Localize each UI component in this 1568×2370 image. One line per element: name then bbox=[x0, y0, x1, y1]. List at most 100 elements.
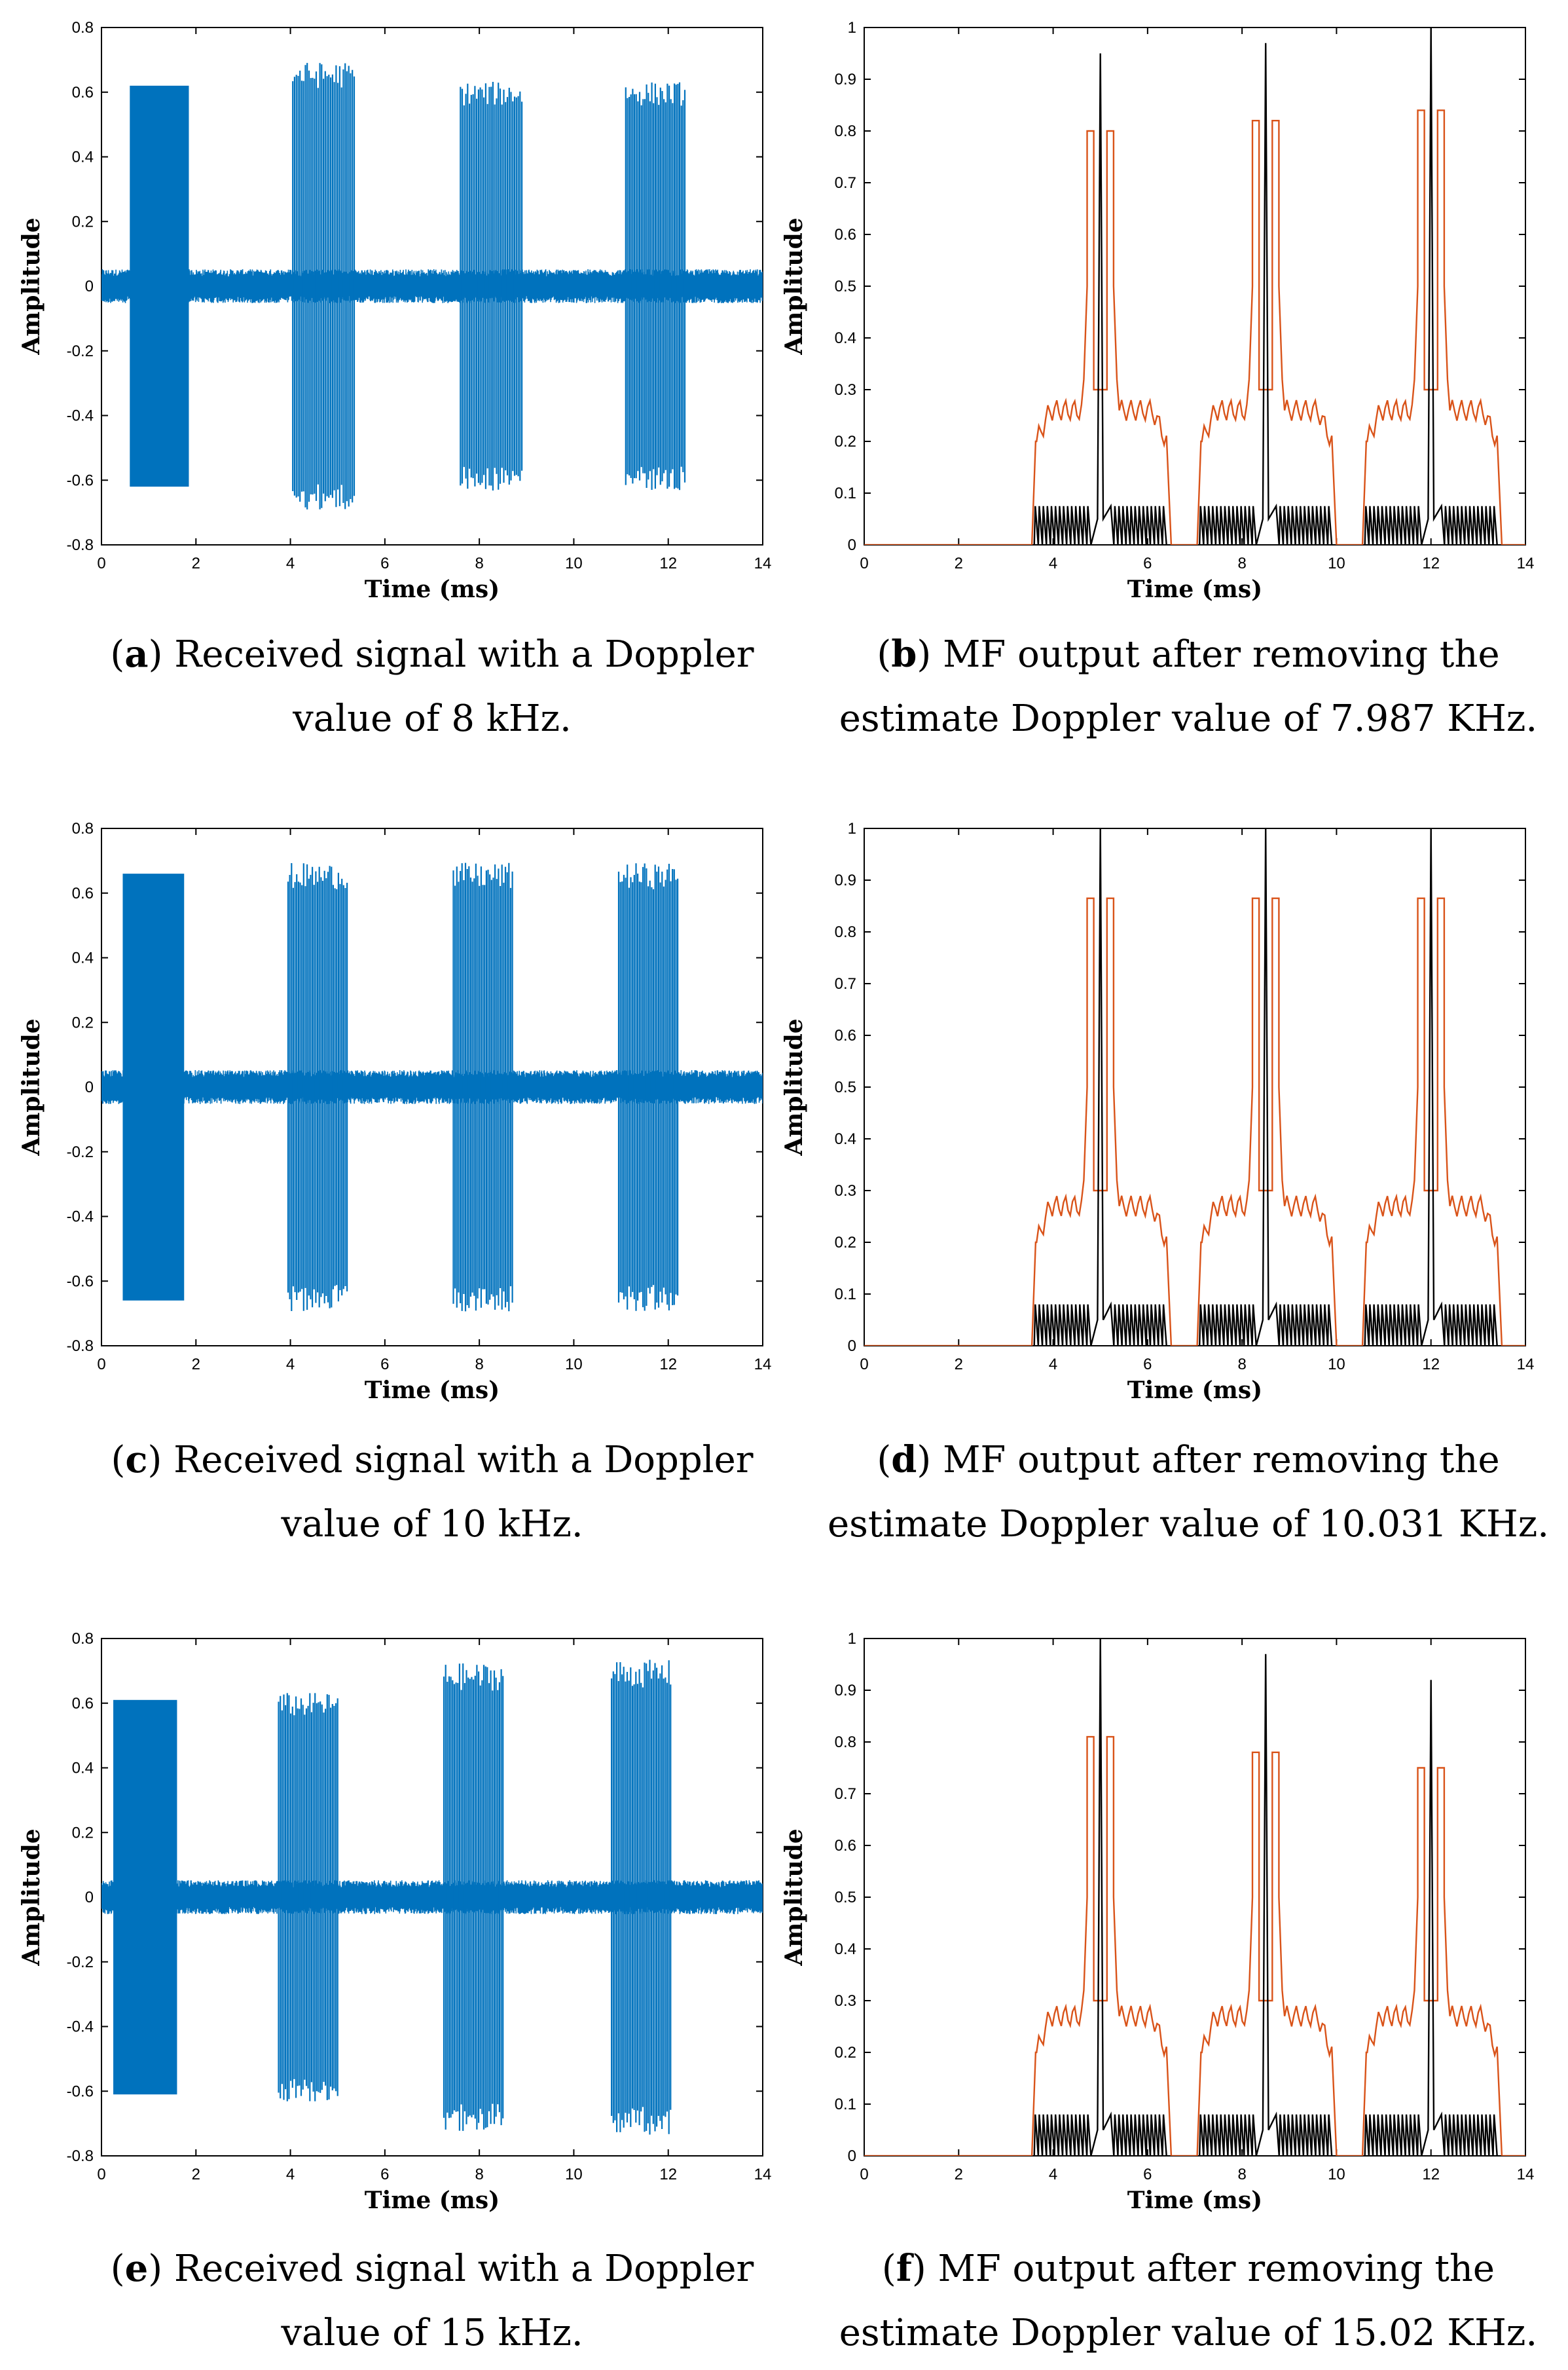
y-tick-label: 0.7 bbox=[835, 174, 856, 192]
x-tick-label: 2 bbox=[192, 2166, 200, 2183]
x-tick-label: 6 bbox=[1143, 555, 1152, 572]
y-tick-label: 0.2 bbox=[72, 1014, 94, 1031]
caption-a: (a) Received signal with a Doppler value … bbox=[56, 622, 809, 751]
x-tick-label: 4 bbox=[1049, 1356, 1057, 1373]
x-tick-label: 12 bbox=[1422, 2166, 1440, 2183]
x-tick-label: 8 bbox=[475, 555, 483, 572]
x-tick-label: 10 bbox=[565, 555, 583, 572]
y-tick-label: 0.6 bbox=[72, 1695, 94, 1713]
plot-area bbox=[864, 1639, 1525, 2156]
x-tick-label: 12 bbox=[659, 2166, 677, 2183]
y-tick-label: 0.1 bbox=[835, 2096, 856, 2113]
y-tick-label: 0 bbox=[85, 1889, 94, 1906]
burst-lines bbox=[617, 863, 679, 1311]
burst-lines bbox=[443, 1663, 504, 2131]
caption-line-1: Received signal with a Doppler bbox=[162, 1439, 754, 1481]
panel-d: 0 2 4 6 8 10 12 14 0 0.1 0.2 0.3 0.4 0.5 0.6 0.7 0.8 0.9 1… bbox=[780, 820, 1534, 1404]
y-tick-label: 0.5 bbox=[835, 278, 856, 295]
panel-c: 0 2 4 6 8 10 12 14 -0.8 -0.6 -0.4 -0.2 0 0.2 0.4 0.6 0.8… bbox=[18, 820, 771, 1404]
mf-peak-2 bbox=[1199, 43, 1333, 545]
y-tick-label: -0.4 bbox=[67, 2018, 94, 2036]
envelope-series bbox=[864, 109, 1525, 545]
mf-peak-3 bbox=[1364, 28, 1498, 545]
burst-lines bbox=[460, 82, 523, 491]
y-tick-label: 0.4 bbox=[72, 1760, 94, 1777]
y-tick-label: 0.2 bbox=[72, 1824, 94, 1842]
caption-line-1: MF output after removing the bbox=[931, 633, 1500, 676]
y-tick-label: 0.6 bbox=[835, 1027, 856, 1045]
axes-frame bbox=[864, 1638, 1526, 2157]
caption-line-1: Received signal with a Doppler bbox=[162, 633, 754, 676]
burst-dense bbox=[122, 874, 185, 1301]
caption-line-2: estimate Doppler value of 7.987 KHz. bbox=[839, 697, 1538, 740]
y-tick-label: 0.4 bbox=[835, 329, 856, 347]
y-tick-label: 0.3 bbox=[835, 381, 856, 399]
x-tick-label: 0 bbox=[97, 2166, 105, 2183]
y-tick-label: 0.3 bbox=[835, 1182, 856, 1200]
y-tick-label: 0.6 bbox=[835, 226, 856, 244]
y-tick-label: 1 bbox=[848, 1630, 856, 1648]
caption-line-2: value of 8 kHz. bbox=[293, 697, 572, 740]
mf-peak-3 bbox=[1364, 1680, 1498, 2156]
y-tick-label: 0.7 bbox=[835, 1785, 856, 1803]
y-tick-label: 0.2 bbox=[72, 213, 94, 231]
x-tick-label: 14 bbox=[1517, 2166, 1535, 2183]
x-tick-label: 0 bbox=[97, 555, 105, 572]
x-axis-label: Time (ms) bbox=[365, 2187, 500, 2214]
caption-line-2: value of 10 kHz. bbox=[281, 1503, 583, 1546]
burst-lines bbox=[452, 862, 513, 1312]
x-tick-label: 2 bbox=[955, 2166, 963, 2183]
y-tick-label: -0.6 bbox=[67, 2083, 94, 2100]
burst-lines bbox=[278, 1693, 338, 2102]
x-tick-label: 2 bbox=[955, 1356, 963, 1373]
burst-lines bbox=[611, 1659, 672, 2135]
mf-peak-1 bbox=[1033, 828, 1167, 1346]
y-tick-label: 0.8 bbox=[835, 122, 856, 140]
y-tick-label: 1 bbox=[848, 820, 856, 838]
caption-label: (e) bbox=[110, 2247, 163, 2290]
y-tick-label: 0.4 bbox=[835, 1130, 856, 1148]
plot-area bbox=[101, 862, 763, 1312]
x-axis-label: Time (ms) bbox=[1127, 1377, 1262, 1404]
y-tick-label: 0.2 bbox=[835, 433, 856, 451]
x-tick-label: 8 bbox=[1237, 555, 1246, 572]
burst-dense bbox=[130, 85, 189, 487]
x-axis-label: Time (ms) bbox=[365, 1377, 500, 1404]
x-tick-label: 2 bbox=[192, 1356, 200, 1373]
y-tick-label: 0.8 bbox=[835, 923, 856, 941]
plot-area bbox=[101, 1659, 763, 2135]
x-tick-label: 4 bbox=[1049, 555, 1057, 572]
x-tick-label: 6 bbox=[380, 555, 389, 572]
y-tick-label: -0.8 bbox=[67, 2147, 94, 2165]
caption-label: (a) bbox=[110, 633, 163, 676]
y-tick-label: 0.5 bbox=[835, 1889, 856, 1906]
envelope-series bbox=[864, 897, 1525, 1346]
y-tick-label: 0.2 bbox=[835, 2044, 856, 2062]
y-tick-label: 0.9 bbox=[835, 1682, 856, 1699]
x-tick-label: 4 bbox=[286, 555, 295, 572]
caption-label: (d) bbox=[877, 1438, 932, 1481]
panel-f: 0 2 4 6 8 10 12 14 0 0.1 0.2 0.3 0.4 0.5 0.6 0.7 0.8 0.9 1… bbox=[780, 1630, 1534, 2214]
x-tick-label: 10 bbox=[1328, 2166, 1345, 2183]
y-axis-label: Amplitude bbox=[780, 1828, 808, 1966]
x-tick-label: 12 bbox=[1422, 1356, 1440, 1373]
caption-line-1: Received signal with a Doppler bbox=[162, 2248, 754, 2290]
burst-lines bbox=[292, 63, 356, 509]
y-tick-label: -0.2 bbox=[67, 1953, 94, 1971]
y-tick-label: 0.4 bbox=[72, 149, 94, 166]
axes-frame bbox=[864, 828, 1526, 1346]
panel-a: 0 2 4 6 8 10 12 14 -0.8 -0.6 -0.4 -0.2 0 0.2 0.4 0.6 0.8… bbox=[18, 19, 771, 603]
x-tick-label: 8 bbox=[475, 1356, 483, 1373]
y-axis-label: Amplitude bbox=[780, 217, 808, 355]
panel-e: 0 2 4 6 8 10 12 14 -0.8 -0.6 -0.4 -0.2 0 0.2 0.4 0.6 0.8… bbox=[18, 1630, 771, 2214]
y-tick-label: 0.8 bbox=[72, 1630, 94, 1648]
y-tick-label: 0.8 bbox=[72, 820, 94, 838]
y-tick-label: -0.4 bbox=[67, 1208, 94, 1226]
y-tick-label: -0.8 bbox=[67, 1337, 94, 1355]
y-tick-label: 0 bbox=[848, 1337, 856, 1355]
x-tick-label: 10 bbox=[1328, 555, 1345, 572]
caption-label: (f) bbox=[881, 2247, 926, 2290]
caption-f: (f) MF output after removing the estimate… bbox=[812, 2236, 1565, 2365]
x-tick-label: 0 bbox=[97, 1356, 105, 1373]
mf-peak-2 bbox=[1199, 1654, 1333, 2156]
